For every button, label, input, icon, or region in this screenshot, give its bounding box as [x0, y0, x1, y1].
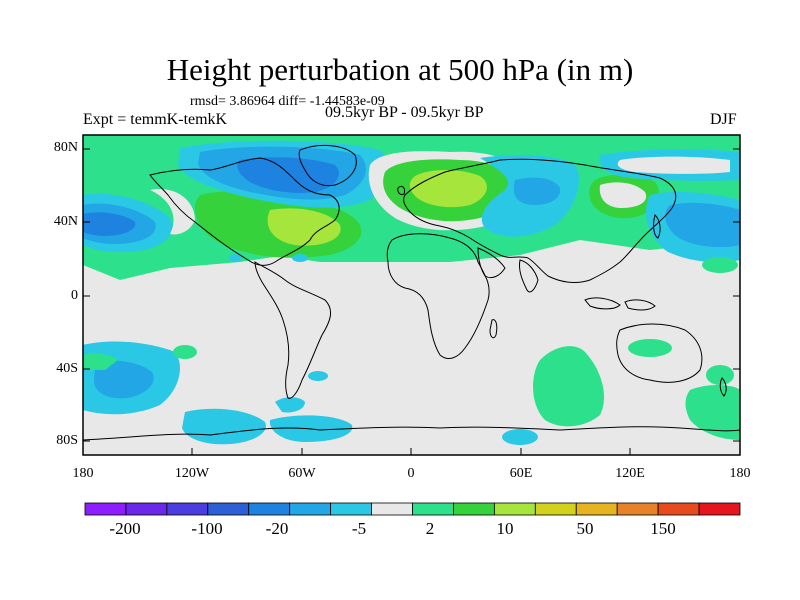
- coastline-greenland: [298, 144, 357, 187]
- colorbar-label: 50: [576, 519, 594, 538]
- coastline-new-zealand: [719, 377, 727, 397]
- lon-label-0: 0: [407, 466, 415, 481]
- colorbar-swatch: [493, 502, 536, 516]
- coastline-indonesia-east: [624, 299, 656, 311]
- lon-label-120w: 120W: [174, 466, 210, 481]
- contour-region-arctic-east-neutral: [617, 156, 730, 174]
- colorbar-label: -5: [351, 519, 367, 538]
- lat-label-40s: 40S: [56, 361, 78, 376]
- contour-region-east-asia-neutral: [599, 182, 647, 208]
- contour-region-pacific-low-core: [83, 212, 136, 236]
- lat-label-40n: 40N: [53, 214, 78, 229]
- contour-spot-indian-ocean: [502, 429, 538, 445]
- colorbar-label: -20: [265, 519, 289, 538]
- contour-region-indian-ocean-high: [533, 346, 605, 427]
- contour-region-north-pacific-low-core: [665, 202, 740, 248]
- contour-region-pacific-neutral: [150, 189, 195, 235]
- coastline-arabia: [477, 247, 506, 279]
- map-title: Height perturbation at 500 hPa (in m): [166, 52, 634, 87]
- colorbar-swatch: [698, 502, 741, 516]
- lon-label-120e: 120E: [615, 466, 645, 481]
- lon-label-180w: 180: [72, 466, 94, 481]
- contour-region-arctic-low-core: [237, 157, 339, 193]
- contour-region-asia-low-core: [513, 177, 561, 205]
- season-label: DJF: [710, 111, 737, 128]
- colorbar-swatch: [616, 502, 659, 516]
- coastline-british-isles: [397, 185, 405, 195]
- contour-region-antarctic-atlantic: [275, 397, 305, 413]
- colorbar-label: -100: [191, 519, 223, 538]
- contour-spot-south-pacific: [173, 345, 197, 359]
- colorbar-label: 150: [650, 519, 676, 538]
- colorbar: [84, 502, 741, 516]
- lon-label-60w: 60W: [288, 466, 316, 481]
- coastline-central-south-america: [254, 261, 332, 399]
- colorbar-swatch: [534, 502, 577, 516]
- lon-label-180e: 180: [729, 466, 751, 481]
- lat-label-80s: 80S: [56, 433, 78, 448]
- colorbar-swatch: [166, 502, 209, 516]
- contour-region-south-pacific-high: [83, 353, 118, 370]
- contour-spot-tasman: [706, 365, 734, 385]
- contour-region-south-pacific-east: [685, 385, 740, 440]
- experiment-label: Expt = temmK-temkK: [83, 111, 228, 128]
- coastlines: [83, 144, 740, 441]
- contour-spot-west-pacific: [702, 257, 738, 273]
- colorbar-swatch: [575, 502, 618, 516]
- colorbar-swatch: [289, 502, 332, 516]
- colorbar-swatch: [207, 502, 250, 516]
- contour-region-atlantic-high-core: [267, 208, 341, 246]
- contour-spot-australia: [628, 339, 672, 357]
- coastline-eurasia: [403, 158, 677, 284]
- coastline-madagascar: [489, 319, 498, 339]
- colorbar-swatch: [248, 502, 291, 516]
- contour-region-southern-ocean-west: [182, 408, 266, 445]
- lon-label-60e: 60E: [509, 466, 533, 481]
- colorbar-swatch: [330, 502, 372, 516]
- contour-region-south-pacific-low-core: [94, 360, 154, 399]
- colorbar-label: 2: [425, 519, 435, 538]
- coastline-north-america: [149, 157, 340, 266]
- lon-ticks: [82, 448, 741, 455]
- coastline-antarctica: [83, 426, 740, 441]
- colorbar-swatch: [412, 502, 454, 516]
- colorbar-swatch: [84, 502, 127, 516]
- colorbar-label: 10: [496, 519, 514, 538]
- coastline-japan: [653, 214, 661, 239]
- lat-label-0: 0: [71, 288, 78, 303]
- contour-spot-atlantic: [292, 254, 308, 262]
- contour-spot-chile: [308, 371, 328, 381]
- coastline-africa: [386, 233, 490, 359]
- colorbar-label: -200: [109, 519, 141, 538]
- coastline-australia: [616, 323, 703, 383]
- stats-text: rmsd= 3.86964 diff= -1.44583e-09: [190, 94, 385, 109]
- contour-spot-pacific: [229, 254, 241, 262]
- contour-fill-layer: [83, 135, 740, 445]
- coastline-india: [519, 259, 539, 293]
- lat-label-80n: 80N: [53, 140, 78, 155]
- colorbar-swatch: [453, 502, 495, 516]
- colorbar-swatch: [371, 502, 413, 516]
- colorbar-swatch: [125, 502, 168, 516]
- period-label: 09.5kyr BP - 09.5kyr BP: [325, 104, 484, 121]
- coastline-indonesia-west: [584, 297, 621, 310]
- lat-ticks: [83, 148, 740, 442]
- colorbar-swatch: [657, 502, 700, 516]
